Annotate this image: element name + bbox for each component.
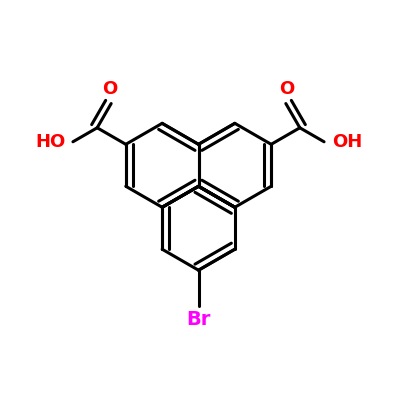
Text: OH: OH	[331, 133, 362, 151]
Text: O: O	[279, 80, 295, 98]
Text: HO: HO	[35, 133, 66, 151]
Text: Br: Br	[186, 310, 211, 329]
Text: O: O	[102, 80, 118, 98]
